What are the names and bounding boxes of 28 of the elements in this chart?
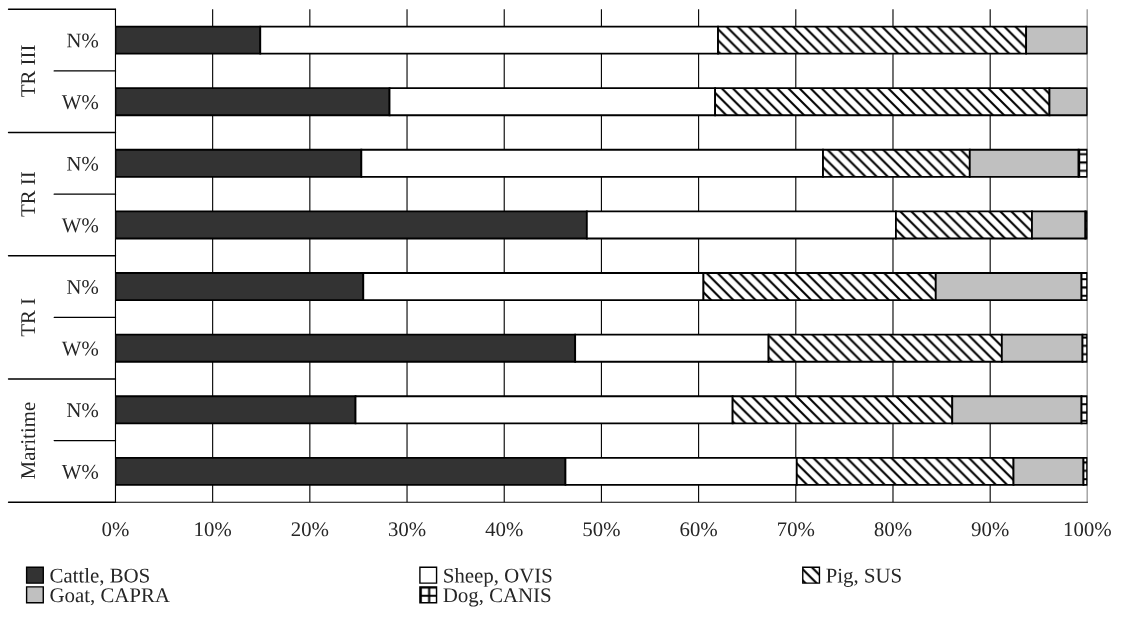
y-tick-label: W%: [61, 464, 99, 479]
x-tick-label: 20%: [291, 522, 329, 537]
y-tick-label: N%: [67, 33, 99, 48]
legend-label: Pig, SUS: [826, 568, 901, 587]
text: Maritime: [21, 402, 36, 479]
legend-label: Sheep, OVIS: [444, 567, 552, 587]
x-tick-label: 60%: [680, 522, 717, 537]
text: TR III: [21, 45, 35, 97]
text: TR I: [21, 298, 35, 337]
x-tick-label: 40%: [485, 522, 523, 537]
x-tick-label: 80%: [874, 522, 912, 537]
x-tick-label: 30%: [388, 522, 426, 537]
x-tick-label: 0%: [102, 522, 129, 537]
x-tick-label: 100%: [1064, 522, 1111, 537]
legend-label: Goat, CAPRA: [50, 588, 170, 606]
x-tick-label: 10%: [195, 522, 232, 537]
x-tick-label: 90%: [971, 522, 1009, 537]
legend-label: Cattle, BOS: [50, 567, 149, 586]
x-tick-label: 50%: [583, 522, 620, 537]
x-tick-label: 70%: [778, 522, 815, 537]
y-tick-label: W%: [61, 95, 99, 110]
y-tick-label: N%: [67, 279, 99, 295]
y-tick-label: W%: [61, 218, 99, 233]
y-tick-label: W%: [61, 341, 99, 356]
legend-label: Dog, CANIS: [443, 588, 551, 607]
text: TR II: [21, 172, 35, 217]
y-tick-label: N%: [67, 156, 99, 171]
y-tick-label: N%: [67, 403, 99, 418]
